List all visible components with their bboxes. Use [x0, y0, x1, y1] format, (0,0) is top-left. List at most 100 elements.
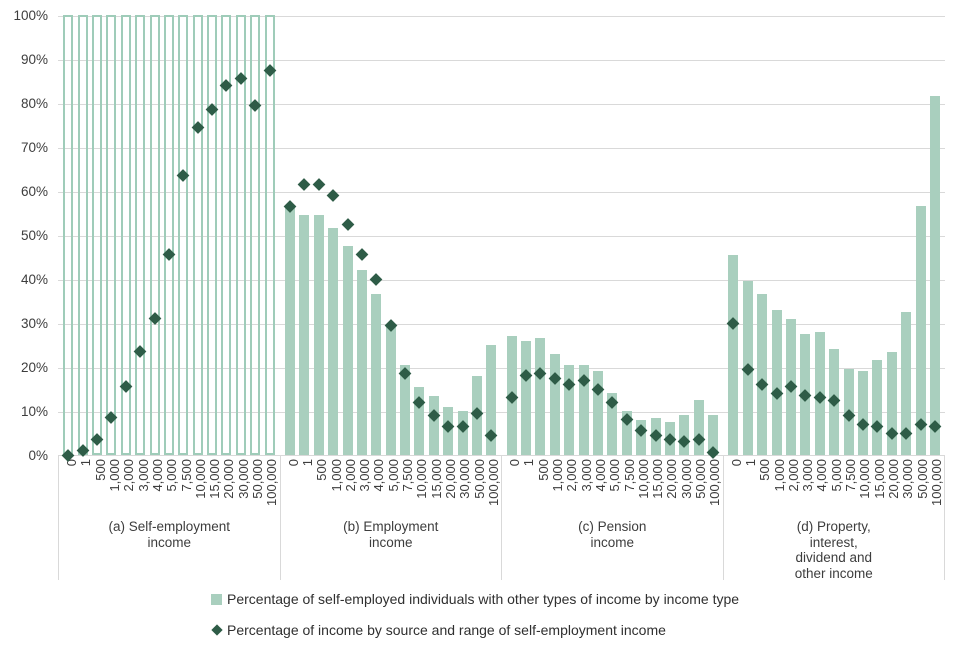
category-slot: 30,000 [898, 456, 915, 516]
category-slot [326, 16, 340, 455]
category-slot: 1,000 [769, 456, 787, 516]
category-slot [769, 16, 783, 455]
category-slot [928, 16, 942, 455]
gridline [58, 148, 945, 149]
bar [549, 353, 560, 455]
panel-caption: (d) Property, interest, dividend and other … [724, 519, 945, 581]
point-series-swatch-icon [211, 624, 223, 636]
category-slot [412, 16, 426, 455]
bar [163, 15, 174, 455]
category-slot: 7,500 [398, 456, 415, 516]
bar [757, 294, 768, 455]
category-slot: 1,000 [105, 456, 122, 516]
bar [728, 254, 739, 455]
category-slot: 4,000 [148, 456, 165, 516]
category-slot [219, 15, 233, 455]
bar [428, 395, 439, 455]
bar [264, 15, 275, 455]
category-slot [548, 16, 562, 455]
bar [328, 228, 339, 455]
category-slot: 0 [284, 456, 301, 516]
category-slot: 5,000 [384, 456, 401, 516]
bar [77, 15, 88, 455]
category-slot: 2,000 [119, 456, 136, 516]
bar [135, 15, 146, 455]
category-slot [262, 15, 277, 455]
category-labels: 0 1 500 1,000 2,000 3,000 4,000 5,000 7,500 10,00… [727, 456, 944, 516]
category-slot: 10,000 [412, 456, 429, 516]
category-slot [870, 16, 884, 455]
bar [149, 15, 160, 455]
x-axis-panel-d: 0 1 500 1,000 2,000 3,000 4,000 5,000 7,500 10,00… [722, 456, 945, 581]
category-slot [813, 16, 827, 455]
category-slot: 500 [91, 456, 108, 516]
category-slot [248, 15, 262, 455]
category-slot [176, 15, 190, 455]
category-slot: 4,000 [591, 456, 608, 516]
category-slot: 5,000 [605, 456, 622, 516]
category-slot [634, 16, 648, 455]
y-tick-label: 70% [20, 140, 48, 155]
panel-caption: (b) Employment income [281, 519, 502, 550]
category-labels: 0 1 500 1,000 2,000 3,000 4,000 5,000 7,500 10,00… [62, 456, 279, 516]
category-slot: 50,000 [691, 456, 708, 516]
category-slot: 50,000 [248, 456, 265, 516]
y-tick-label: 10% [20, 404, 48, 419]
category-slot [234, 15, 248, 455]
category-slot: 0 [505, 456, 522, 516]
y-tick-label: 60% [20, 184, 48, 199]
category-slot: 1 [741, 456, 758, 516]
panel-d [723, 16, 945, 455]
category-slot [205, 15, 219, 455]
category-slot [162, 15, 176, 455]
category-slot [591, 16, 605, 455]
bar [284, 206, 295, 455]
bar [192, 15, 203, 455]
category-slot [191, 15, 205, 455]
category-slot [692, 16, 706, 455]
legend: Percentage of self-employed individuals … [0, 591, 960, 638]
category-slot: 5,000 [827, 456, 844, 516]
bar [593, 371, 604, 455]
legend-item-points: Percentage of income by source and range… [211, 622, 960, 638]
category-slot: 1,000 [548, 456, 565, 516]
x-axis-panel-a: 0 1 500 1,000 2,000 3,000 4,000 5,000 7,500 10,00… [58, 456, 280, 580]
category-slot: 500 [312, 456, 329, 516]
gridline [58, 192, 945, 193]
category-slot [369, 16, 383, 455]
bar [63, 15, 74, 455]
category-slot: 7,500 [176, 456, 194, 516]
bar [342, 246, 353, 455]
bar [120, 15, 131, 455]
category-slot [827, 16, 841, 455]
category-slot: 3,000 [798, 456, 815, 516]
panel-caption: (a) Self-employment income [59, 519, 280, 550]
category-slot [519, 16, 533, 455]
category-labels: 0 1 500 1,000 2,000 3,000 4,000 5,000 7,500 10,00… [505, 456, 722, 516]
bar [385, 325, 396, 455]
category-slot [283, 16, 297, 455]
category-slot: 50,000 [912, 456, 930, 516]
y-tick-label: 30% [20, 316, 48, 331]
category-slot [147, 15, 161, 455]
category-slot [104, 15, 118, 455]
bar [857, 371, 868, 455]
category-slot: 10,000 [191, 456, 208, 516]
bar [457, 411, 468, 455]
category-slot [913, 16, 927, 455]
category-slot: 2,000 [562, 456, 579, 516]
category-slot [841, 16, 855, 455]
category-slot [663, 16, 677, 455]
y-tick-label: 100% [13, 8, 48, 23]
category-slot: 2,000 [341, 456, 358, 516]
category-slot: 1 [519, 456, 536, 516]
category-slot [90, 15, 104, 455]
panel-caption-line: interest, [809, 534, 858, 550]
bar [886, 351, 897, 455]
panel-caption-line: income [590, 534, 635, 550]
category-slot [75, 15, 89, 457]
category-slot: 7,500 [841, 456, 858, 516]
category-slot: 3,000 [355, 456, 372, 516]
legend-label: Percentage of income by source and range… [227, 622, 666, 638]
bar-series-swatch-icon [211, 593, 222, 605]
